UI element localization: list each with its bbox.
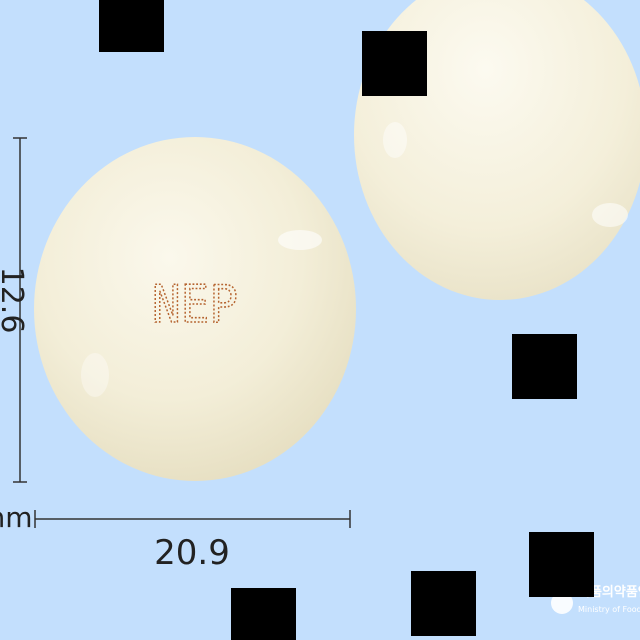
redaction-box: [362, 31, 427, 96]
height-value: 12.6: [0, 267, 29, 334]
pill-imprint: NEP: [152, 275, 238, 335]
redaction-box: [231, 588, 296, 640]
pill-front: NEP: [34, 137, 356, 481]
redaction-box: [99, 0, 164, 52]
redaction-box: [411, 571, 476, 636]
unit-label: mm: [0, 501, 33, 534]
redaction-box: [512, 334, 577, 399]
ministry-logo-icon: [551, 592, 573, 614]
width-value: 20.9: [154, 533, 230, 573]
redaction-box: [529, 532, 594, 597]
watermark-english: Ministry of Food and Drug Safety: [578, 605, 640, 614]
height-dimension: [13, 137, 27, 483]
width-dimension: [34, 510, 351, 528]
